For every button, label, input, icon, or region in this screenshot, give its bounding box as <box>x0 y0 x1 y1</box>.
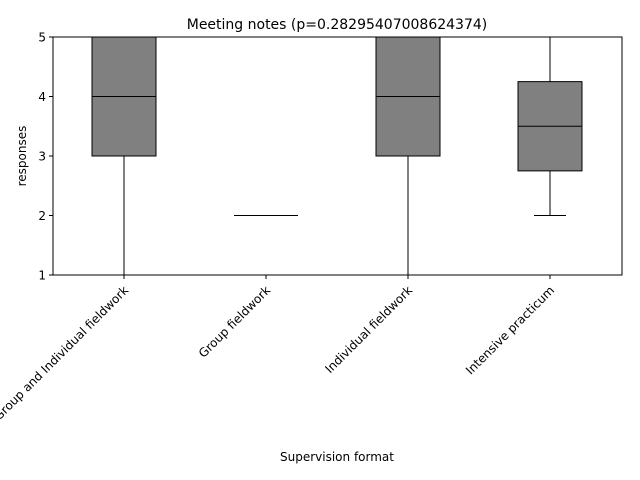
y-tick-label: 5 <box>38 31 46 45</box>
box-group <box>517 36 583 216</box>
y-tick-label: 1 <box>38 269 46 283</box>
y-tick-label: 2 <box>38 209 46 223</box>
box-group <box>375 36 441 276</box>
x-axis-label: Supervision format <box>280 450 394 464</box>
y-tick-label: 3 <box>38 150 46 164</box>
y-axis: 1 2 3 4 5 <box>38 31 53 283</box>
plot-area <box>91 36 583 276</box>
y-tick-label: 4 <box>38 90 46 104</box>
chart-title: Meeting notes (p=0.28295407008624374) <box>187 17 488 33</box>
y-axis-label: responses <box>15 126 29 187</box>
